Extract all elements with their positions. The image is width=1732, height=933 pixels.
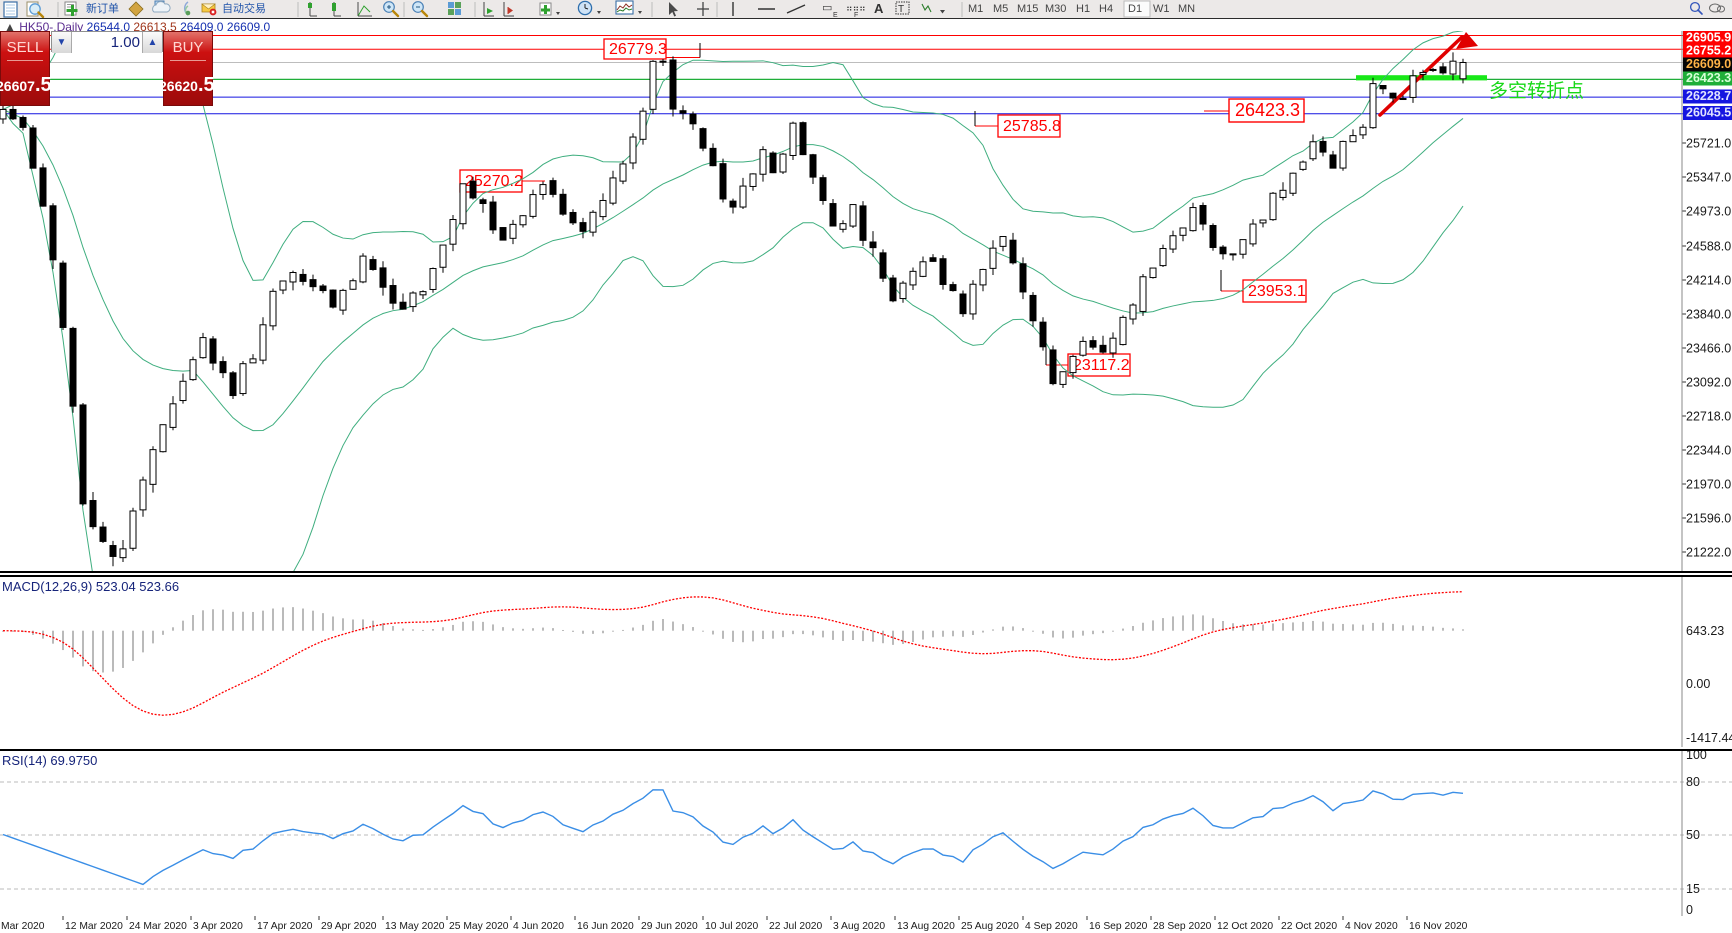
svg-text:13 May 2020: 13 May 2020 <box>385 921 445 932</box>
svg-text:29 Jun 2020: 29 Jun 2020 <box>641 921 698 932</box>
svg-text:26228.7: 26228.7 <box>1686 89 1731 103</box>
svg-text:21222.0: 21222.0 <box>1686 546 1731 560</box>
svg-text:23840.0: 23840.0 <box>1686 308 1731 322</box>
svg-text:643.23: 643.23 <box>1686 624 1724 638</box>
svg-text:26423.3: 26423.3 <box>1235 100 1300 120</box>
svg-text:T: T <box>898 4 904 15</box>
svg-text:3 Aug 2020: 3 Aug 2020 <box>833 921 885 932</box>
svg-text:21596.0: 21596.0 <box>1686 512 1731 526</box>
svg-text:4 Nov 2020: 4 Nov 2020 <box>1345 921 1398 932</box>
svg-text:28 Sep 2020: 28 Sep 2020 <box>1153 921 1212 932</box>
svg-text:23092.0: 23092.0 <box>1686 376 1731 390</box>
svg-text:22718.0: 22718.0 <box>1686 410 1731 424</box>
svg-text:M5: M5 <box>993 3 1008 15</box>
svg-text:80: 80 <box>1686 775 1700 789</box>
svg-text:新订单: 新订单 <box>86 1 119 15</box>
svg-text:Mar 2020: Mar 2020 <box>1 921 45 932</box>
svg-text:16 Sep 2020: 16 Sep 2020 <box>1089 921 1148 932</box>
svg-text:22 Oct 2020: 22 Oct 2020 <box>1281 921 1337 932</box>
svg-text:23466.0: 23466.0 <box>1686 342 1731 356</box>
svg-text:13 Aug 2020: 13 Aug 2020 <box>897 921 955 932</box>
svg-text:24214.0: 24214.0 <box>1686 274 1731 288</box>
svg-text:50: 50 <box>1686 828 1700 842</box>
svg-text:H4: H4 <box>1099 3 1113 15</box>
svg-text:23117.2: 23117.2 <box>1073 357 1130 374</box>
svg-text:0: 0 <box>1686 903 1693 916</box>
svg-text:25785.8: 25785.8 <box>1003 118 1061 135</box>
svg-text:22344.0: 22344.0 <box>1686 444 1731 458</box>
svg-text:23953.1: 23953.1 <box>1248 283 1306 300</box>
svg-text:10 Jul 2020: 10 Jul 2020 <box>705 921 759 932</box>
svg-text:29 Apr 2020: 29 Apr 2020 <box>321 921 377 932</box>
svg-text:D1: D1 <box>1128 3 1142 15</box>
svg-text:H1: H1 <box>1076 3 1090 15</box>
svg-text:24 Mar 2020: 24 Mar 2020 <box>129 921 187 932</box>
svg-text:26609.0: 26609.0 <box>1686 57 1731 71</box>
svg-text:12 Mar 2020: 12 Mar 2020 <box>65 921 123 932</box>
svg-text:M30: M30 <box>1045 3 1066 15</box>
svg-text:25347.0: 25347.0 <box>1686 171 1731 185</box>
svg-text:A: A <box>874 1 884 16</box>
svg-text:E: E <box>833 12 838 19</box>
svg-text:16 Jun 2020: 16 Jun 2020 <box>577 921 634 932</box>
svg-text:25 Aug 2020: 25 Aug 2020 <box>961 921 1019 932</box>
svg-text:自动交易: 自动交易 <box>222 1 266 15</box>
svg-text:▭: ▭ <box>822 2 832 14</box>
svg-text:17 Apr 2020: 17 Apr 2020 <box>257 921 313 932</box>
svg-text:16 Nov 2020: 16 Nov 2020 <box>1409 921 1468 932</box>
svg-text:多空转折点: 多空转折点 <box>1489 80 1584 102</box>
svg-text:W1: W1 <box>1153 3 1170 15</box>
svg-text:4 Jun 2020: 4 Jun 2020 <box>513 921 564 932</box>
svg-text:26779.3: 26779.3 <box>609 41 667 58</box>
svg-text:-1417.44: -1417.44 <box>1686 731 1732 745</box>
svg-text:M15: M15 <box>1017 3 1038 15</box>
svg-text:26045.5: 26045.5 <box>1686 106 1731 120</box>
svg-text:24973.0: 24973.0 <box>1686 205 1731 219</box>
svg-text:3 Apr 2020: 3 Apr 2020 <box>193 921 243 932</box>
svg-text:12 Oct 2020: 12 Oct 2020 <box>1217 921 1273 932</box>
svg-text:25 May 2020: 25 May 2020 <box>449 921 509 932</box>
svg-text:MN: MN <box>1178 3 1195 15</box>
svg-text:25721.0: 25721.0 <box>1686 137 1731 151</box>
svg-text:0.00: 0.00 <box>1686 677 1710 691</box>
svg-text:F: F <box>854 12 858 19</box>
svg-text:100: 100 <box>1686 751 1707 762</box>
svg-text:24588.0: 24588.0 <box>1686 240 1731 254</box>
svg-text:26905.9: 26905.9 <box>1686 31 1731 45</box>
svg-text:M1: M1 <box>968 3 983 15</box>
svg-text:15: 15 <box>1686 882 1700 896</box>
svg-text:26423.3: 26423.3 <box>1686 71 1731 85</box>
svg-text:21970.0: 21970.0 <box>1686 478 1731 492</box>
svg-text:22 Jul 2020: 22 Jul 2020 <box>769 921 823 932</box>
svg-text:26755.2: 26755.2 <box>1686 44 1731 58</box>
svg-text:4 Sep 2020: 4 Sep 2020 <box>1025 921 1078 932</box>
